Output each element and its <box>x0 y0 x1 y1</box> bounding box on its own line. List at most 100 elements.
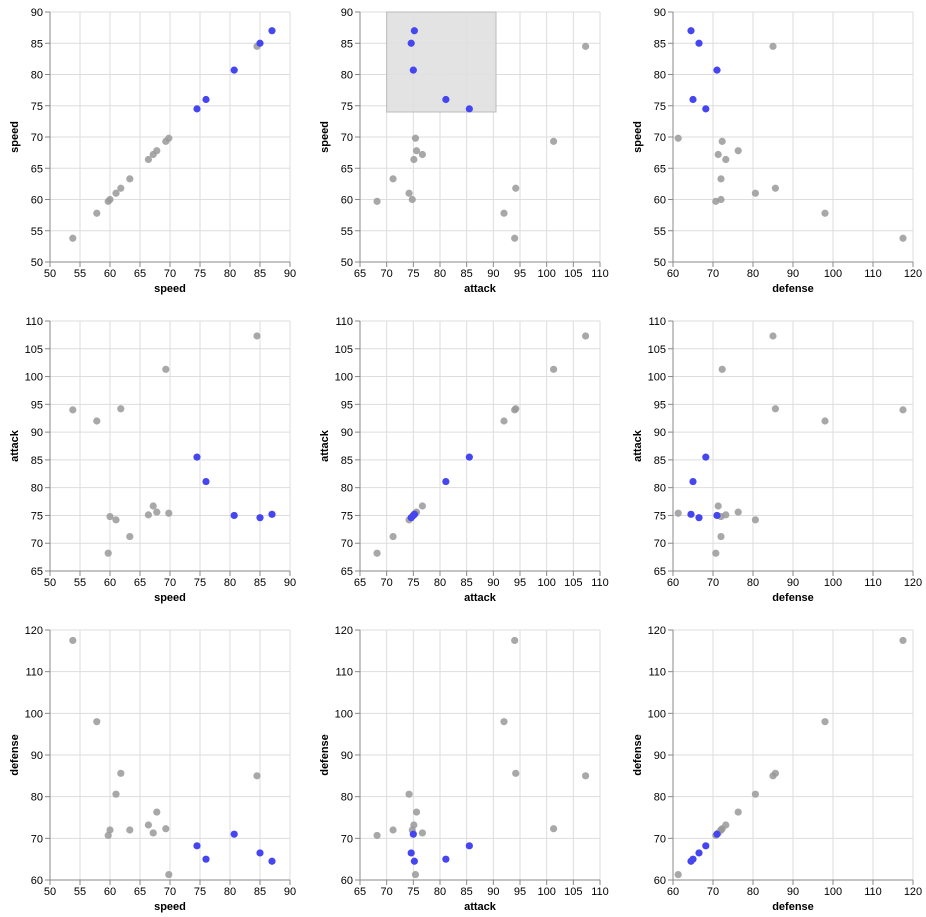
x-tick-label: 85 <box>461 268 473 280</box>
point <box>718 137 726 145</box>
point <box>193 105 201 113</box>
point <box>751 516 760 524</box>
y-tick-label: 105 <box>335 344 353 356</box>
x-tick-label: 65 <box>354 268 366 280</box>
x-tick-label: 60 <box>667 577 679 589</box>
y-tick-label: 90 <box>341 427 353 439</box>
x-tick-label: 65 <box>134 886 146 898</box>
point <box>695 849 703 857</box>
x-axis-title: defense <box>772 592 814 604</box>
point <box>442 477 450 486</box>
x-tick-label: 60 <box>667 268 679 280</box>
point <box>153 808 161 816</box>
brush <box>386 11 497 113</box>
point <box>687 27 695 35</box>
point <box>193 453 201 461</box>
point <box>771 405 780 413</box>
panel: 50 55 60 65 70 75 80 85 90 50 55 60 65 70 75 80 85 90 spee… <box>9 7 296 295</box>
point <box>821 417 829 425</box>
y-tick-label: 60 <box>341 875 353 887</box>
y-tick-label: 60 <box>654 875 666 887</box>
point <box>769 332 777 340</box>
point <box>512 769 520 777</box>
y-tick-label: 90 <box>341 7 353 19</box>
x-tick-label: 110 <box>591 886 609 898</box>
y-tick-label: 75 <box>31 101 43 113</box>
x-axis-title: attack <box>464 283 497 295</box>
x-tick-label: 50 <box>44 577 56 589</box>
y-tick-label: 100 <box>25 708 43 720</box>
point <box>202 855 210 863</box>
point <box>202 477 210 486</box>
point <box>106 512 114 521</box>
y-tick-label: 100 <box>335 372 353 384</box>
point <box>751 189 760 197</box>
y-tick-label: 110 <box>335 667 353 679</box>
x-tick-label: 90 <box>787 268 799 280</box>
point <box>405 790 413 798</box>
point <box>117 405 125 413</box>
y-tick-label: 110 <box>335 316 353 328</box>
point <box>734 147 742 155</box>
point <box>512 405 520 413</box>
x-tick-label: 70 <box>707 577 719 589</box>
panel: 65 70 75 80 85 90 95 100 105 110 50 55 60 65 70 75 80 85 9… <box>319 7 609 295</box>
point <box>722 155 730 164</box>
y-tick-label: 85 <box>341 455 353 467</box>
point <box>409 66 417 74</box>
x-tick-label: 75 <box>194 268 206 280</box>
x-tick-label: 65 <box>354 886 366 898</box>
x-tick-label: 80 <box>224 886 236 898</box>
point <box>714 150 722 159</box>
point <box>407 849 415 857</box>
y-tick-label: 75 <box>341 510 353 522</box>
point <box>256 849 264 857</box>
point <box>410 27 418 35</box>
x-tick-label: 90 <box>487 577 499 589</box>
x-axis-title: defense <box>772 901 814 913</box>
y-tick-label: 55 <box>654 226 666 238</box>
y-tick-label: 70 <box>31 538 43 550</box>
point <box>162 825 170 833</box>
x-tick-label: 55 <box>74 268 86 280</box>
point <box>268 510 276 518</box>
point <box>112 790 120 798</box>
point <box>268 27 276 35</box>
point <box>165 509 173 517</box>
point <box>410 155 418 164</box>
y-tick-label: 55 <box>341 226 353 238</box>
point <box>389 826 397 834</box>
x-tick-label: 90 <box>284 886 296 898</box>
point <box>687 510 695 518</box>
x-tick-label: 110 <box>591 268 609 280</box>
y-tick-label: 110 <box>648 316 666 328</box>
point <box>144 155 152 164</box>
x-tick-label: 100 <box>537 886 555 898</box>
point <box>674 134 682 142</box>
x-tick-label: 110 <box>864 886 882 898</box>
y-tick-label: 95 <box>654 399 666 411</box>
x-tick-label: 80 <box>434 577 446 589</box>
point <box>550 137 558 145</box>
y-tick-label: 70 <box>654 538 666 550</box>
x-tick-label: 60 <box>104 577 116 589</box>
point <box>412 147 421 155</box>
y-tick-label: 80 <box>341 792 353 804</box>
y-tick-label: 75 <box>31 510 43 522</box>
y-tick-label: 85 <box>31 38 43 50</box>
y-tick-label: 70 <box>654 833 666 845</box>
point <box>689 855 697 863</box>
x-tick-label: 70 <box>381 268 393 280</box>
x-tick-label: 100 <box>537 268 555 280</box>
x-tick-label: 105 <box>564 577 582 589</box>
y-axis-title: speed <box>9 121 21 153</box>
x-axis-title: defense <box>772 283 814 295</box>
point <box>408 195 416 204</box>
point <box>442 95 450 104</box>
x-tick-label: 75 <box>194 886 206 898</box>
point <box>500 718 508 726</box>
y-tick-label: 120 <box>25 625 43 637</box>
point <box>106 826 114 834</box>
y-tick-label: 80 <box>654 70 666 82</box>
x-tick-label: 70 <box>707 268 719 280</box>
